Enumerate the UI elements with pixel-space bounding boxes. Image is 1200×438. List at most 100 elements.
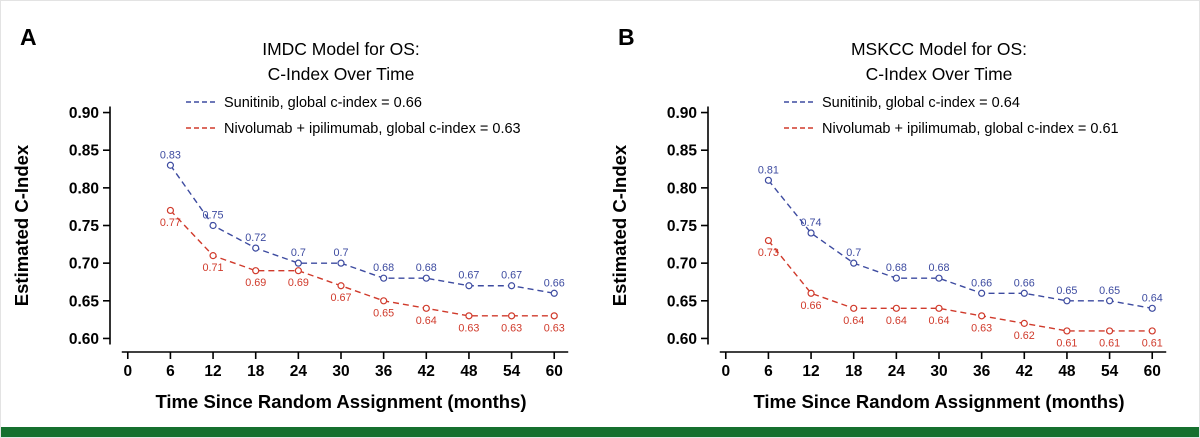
point-label: 0.61 xyxy=(1056,337,1077,349)
point-label: 0.64 xyxy=(928,315,949,327)
point-label: 0.66 xyxy=(971,277,992,289)
x-axis: 0 6 12 18 24 30 36 42 48 54 60 xyxy=(719,351,1167,380)
point-label: 0.66 xyxy=(801,300,822,312)
point-label: 0.7 xyxy=(291,247,306,259)
point-label: 0.77 xyxy=(160,217,181,229)
point-marker xyxy=(807,289,815,297)
point-label: 0.63 xyxy=(458,322,479,334)
point-marker xyxy=(1148,327,1156,335)
x-tick-label: 6 xyxy=(166,363,175,380)
legend: Sunitinib, global c-index = 0.66 Nivoluma… xyxy=(186,95,521,137)
y-axis-title: Estimated C-Index xyxy=(11,144,32,306)
series-line xyxy=(169,164,555,294)
point-marker xyxy=(209,221,217,230)
point-label: 0.64 xyxy=(886,315,907,327)
point-label: 0.83 xyxy=(160,149,181,161)
point-marker xyxy=(166,161,175,169)
x-tick-label: 30 xyxy=(930,363,947,380)
x-tick-label: 54 xyxy=(1101,363,1119,380)
point-label: 0.67 xyxy=(330,292,351,304)
y-tick-label: 0.85 xyxy=(667,143,698,160)
point-label: 0.65 xyxy=(373,307,394,319)
x-tick-label: 0 xyxy=(123,363,132,380)
point-label: 0.65 xyxy=(1099,285,1120,297)
legend-label: Sunitinib, global c-index = 0.66 xyxy=(224,95,422,111)
point-label: 0.68 xyxy=(416,262,437,274)
point-label: 0.64 xyxy=(843,315,864,327)
panel-title: MSKCC Model for OS: C-Index Over Time xyxy=(851,39,1027,84)
series-nivolumab-ipilimumab: 0.73 0.66 0.64 0.64 0.64 0.63 0.62 0.61 0.61 0.61 xyxy=(758,236,1163,349)
series-line xyxy=(767,240,1153,332)
chart-panels-row: A IMDC Model for OS: C-Index Over Time Suni… xyxy=(1,1,1199,429)
point-label: 0.62 xyxy=(1014,330,1035,342)
y-axis: 0.60 0.65 0.70 0.75 0.80 0.85 0.90 xyxy=(69,105,111,348)
y-tick-label: 0.60 xyxy=(667,331,697,348)
legend: Sunitinib, global c-index = 0.64 Nivoluma… xyxy=(784,95,1119,137)
x-tick-label: 30 xyxy=(332,363,349,380)
y-axis-title: Estimated C-Index xyxy=(609,144,630,306)
y-tick-label: 0.70 xyxy=(69,256,99,273)
x-axis-title: Time Since Random Assignment (months) xyxy=(753,391,1124,412)
point-label: 0.68 xyxy=(886,262,907,274)
point-marker xyxy=(807,229,815,237)
point-label: 0.63 xyxy=(544,322,565,334)
point-marker xyxy=(935,304,943,312)
point-marker xyxy=(1063,297,1071,305)
y-tick-label: 0.80 xyxy=(69,180,99,197)
series-sunitinib: 0.81 0.74 0.7 0.68 0.68 0.66 0.66 0.65 0.65 0.64 xyxy=(758,164,1163,312)
y-tick-label: 0.60 xyxy=(69,331,99,348)
chart-panel-b: B MSKCC Model for OS: C-Index Over Time Sun… xyxy=(609,24,1167,412)
chart-panel-a: A IMDC Model for OS: C-Index Over Time Suni… xyxy=(11,24,569,412)
point-marker xyxy=(507,282,516,290)
point-label: 0.64 xyxy=(416,315,437,327)
legend-label: Nivolumab + ipilimumab, global c-index =… xyxy=(822,121,1119,137)
point-label: 0.72 xyxy=(245,232,266,244)
point-marker xyxy=(764,176,773,184)
point-label: 0.68 xyxy=(928,262,949,274)
point-marker xyxy=(764,236,773,245)
point-label: 0.66 xyxy=(1014,277,1035,289)
point-marker xyxy=(465,282,473,290)
point-marker xyxy=(978,289,986,297)
x-tick-label: 54 xyxy=(503,363,521,380)
bottom-accent-bar xyxy=(1,427,1199,437)
y-tick-label: 0.65 xyxy=(69,293,100,310)
point-marker xyxy=(422,274,430,282)
point-marker xyxy=(380,274,388,282)
series-sunitinib: 0.83 0.75 0.72 0.7 0.7 0.68 0.68 0.67 0.67 0.66 xyxy=(160,149,565,297)
point-marker xyxy=(337,282,345,290)
point-marker xyxy=(1148,304,1156,312)
point-marker xyxy=(978,312,986,320)
point-marker xyxy=(850,304,858,312)
x-tick-label: 42 xyxy=(1016,363,1033,380)
x-tick-label: 36 xyxy=(973,363,991,380)
point-label: 0.71 xyxy=(203,262,224,274)
point-label: 0.63 xyxy=(971,322,992,334)
point-marker xyxy=(892,274,900,282)
point-label: 0.81 xyxy=(758,164,779,176)
point-label: 0.69 xyxy=(288,277,309,289)
point-marker xyxy=(166,206,175,215)
y-tick-label: 0.70 xyxy=(667,256,697,273)
svg-text:IMDC Model for OS:: IMDC Model for OS: xyxy=(262,39,420,59)
y-tick-label: 0.75 xyxy=(69,218,100,235)
series-line xyxy=(767,179,1153,310)
point-label: 0.75 xyxy=(203,210,224,222)
legend-label: Sunitinib, global c-index = 0.64 xyxy=(822,95,1020,111)
point-marker xyxy=(850,259,858,267)
point-label: 0.7 xyxy=(333,247,348,259)
panel-letter: A xyxy=(20,24,37,50)
x-axis: 0 6 12 18 24 30 36 42 48 54 60 xyxy=(121,351,569,380)
point-label: 0.66 xyxy=(544,277,565,289)
point-marker xyxy=(252,244,260,252)
x-tick-label: 24 xyxy=(290,363,308,380)
point-marker xyxy=(1020,289,1028,297)
point-marker xyxy=(209,252,217,260)
point-label: 0.69 xyxy=(245,277,266,289)
point-marker xyxy=(1020,319,1028,327)
x-tick-label: 12 xyxy=(204,363,221,380)
point-label: 0.61 xyxy=(1099,337,1120,349)
y-tick-label: 0.90 xyxy=(69,105,99,122)
panel-title: IMDC Model for OS: C-Index Over Time xyxy=(262,39,420,84)
point-marker xyxy=(294,259,302,267)
